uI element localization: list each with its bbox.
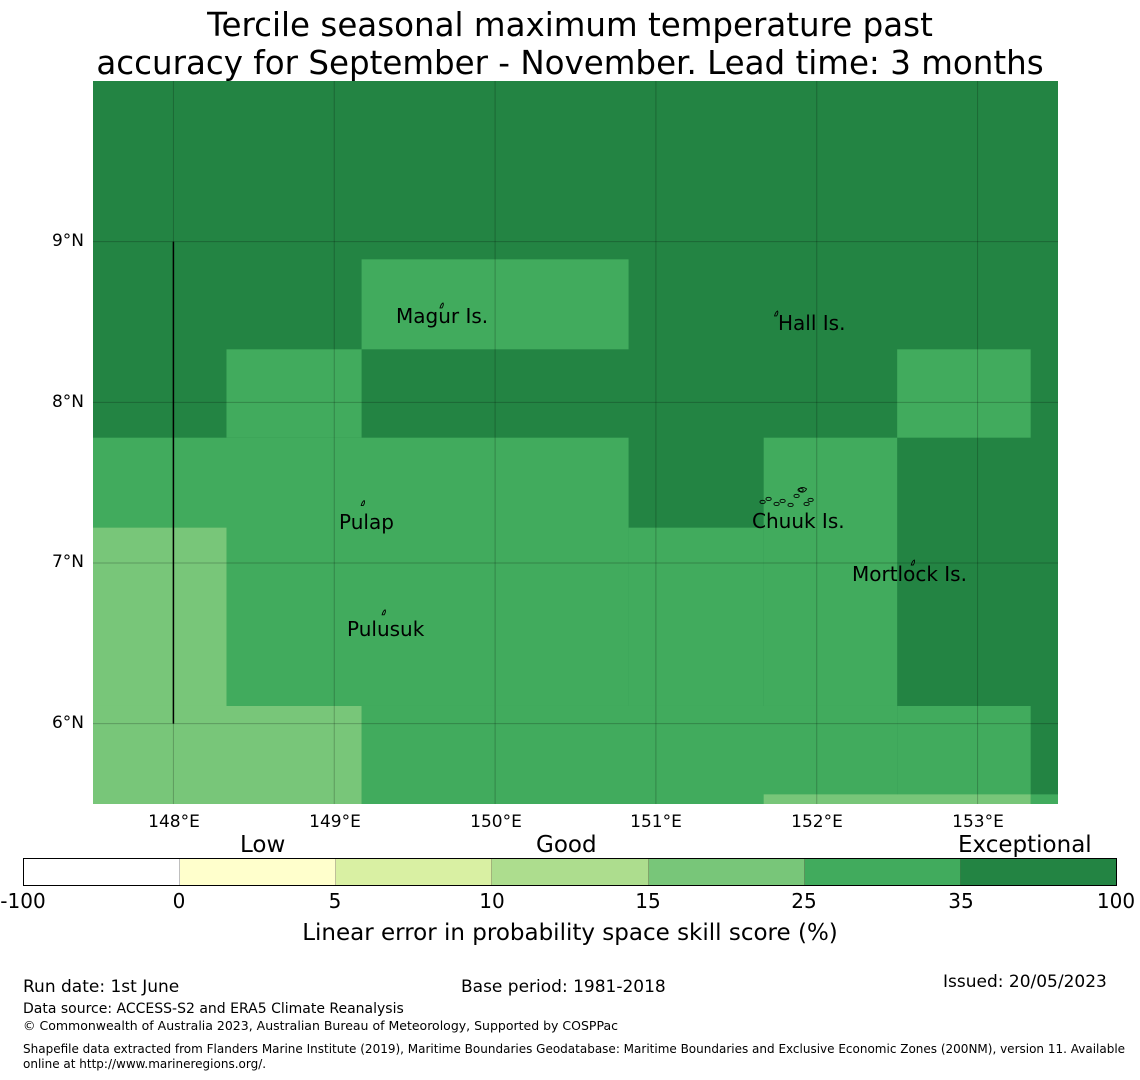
colorbar-label: Linear error in probability space skill … xyxy=(302,920,838,946)
colorbar-tick: 25 xyxy=(791,889,817,913)
lon-label-149e: 149°E xyxy=(309,812,361,832)
island-outline xyxy=(360,499,365,507)
colorbar-segment-5 xyxy=(648,859,805,885)
skill-cell-9 xyxy=(1030,794,1058,804)
colorbar-category-good: Good xyxy=(536,832,597,858)
skill-cell-12 xyxy=(763,794,1031,804)
run-date: Run date: 1st June xyxy=(23,977,180,997)
skill-cell-8 xyxy=(897,705,1031,804)
skill-cell-3 xyxy=(897,349,1031,438)
skill-cell-5 xyxy=(628,527,764,706)
map-canvas[interactable] xyxy=(93,81,1058,804)
lat-label-8n: 8°N xyxy=(51,392,84,412)
colorbar-tick: -100 xyxy=(0,889,46,913)
island-outline xyxy=(910,559,916,566)
lon-label-151e: 151°E xyxy=(630,812,682,832)
lon-label-150e: 150°E xyxy=(470,812,522,832)
skill-cell-6 xyxy=(763,437,898,706)
lon-label-153e: 153°E xyxy=(952,812,1004,832)
colorbar-segment-3 xyxy=(336,859,493,885)
colorbar-tick: 10 xyxy=(479,889,505,913)
skill-cell-7 xyxy=(361,705,898,804)
place-label-hall: Hall Is. xyxy=(778,311,846,335)
colorbar-tick: 5 xyxy=(328,889,342,913)
lat-label-7n: 7°N xyxy=(51,552,84,572)
data-source: Data source: ACCESS-S2 and ERA5 Climate … xyxy=(23,1001,404,1017)
skill-cell-10 xyxy=(93,527,227,706)
colorbar xyxy=(23,858,1117,886)
lon-label-152e: 152°E xyxy=(791,812,843,832)
map-panel[interactable] xyxy=(93,81,1058,804)
skill-cell-11 xyxy=(93,705,362,804)
shapefile-credit-line-2: online at http://www.marineregions.org/. xyxy=(23,1057,267,1071)
colorbar-tick: 15 xyxy=(635,889,661,913)
island-outline-chuuk xyxy=(779,498,786,503)
title-line-2: accuracy for September - November. Lead … xyxy=(96,44,1044,82)
place-label-magur: Magur Is. xyxy=(396,304,489,328)
island-outline-chuuk xyxy=(807,497,814,502)
colorbar-segment-2 xyxy=(180,859,337,885)
place-label-pulap: Pulap xyxy=(339,510,394,534)
lon-label-148e: 148°E xyxy=(148,812,200,832)
island-outline-chuuk xyxy=(787,502,794,507)
skill-cell-1 xyxy=(361,259,629,350)
lat-label-6n: 6°N xyxy=(51,713,84,733)
island-outline xyxy=(439,302,444,309)
island-outline-chuuk xyxy=(765,496,772,501)
colorbar-segment-4 xyxy=(492,859,649,885)
colorbar-category-low: Low xyxy=(240,832,286,858)
island-outline-chuuk xyxy=(803,501,810,506)
base-period: Base period: 1981-2018 xyxy=(461,977,666,997)
colorbar-tick: 0 xyxy=(172,889,186,913)
colorbar-segment-6 xyxy=(804,859,961,885)
island-outline-chuuk xyxy=(797,486,808,493)
island-outline-chuuk xyxy=(773,501,780,506)
lat-label-9n: 9°N xyxy=(51,231,84,251)
shapefile-credit-line-1: Shapefile data extracted from Flanders M… xyxy=(23,1042,1126,1056)
colorbar-segment-1 xyxy=(24,859,181,885)
colorbar-segment-7 xyxy=(960,859,1116,885)
island-outline xyxy=(773,310,779,317)
place-label-pulusuk: Pulusuk xyxy=(347,617,425,641)
island-outline xyxy=(381,609,386,616)
copyright-notice: © Commonwealth of Australia 2023, Austra… xyxy=(23,1018,618,1033)
place-label-mortlock: Mortlock Is. xyxy=(852,562,967,586)
colorbar-category-exceptional: Exceptional xyxy=(958,832,1092,858)
island-outline-chuuk xyxy=(793,493,800,498)
issued-date: Issued: 20/05/2023 xyxy=(943,972,1107,992)
title-line-1: Tercile seasonal maximum temperature pas… xyxy=(207,6,933,44)
island-outline-chuuk xyxy=(759,499,766,504)
skill-cell-2 xyxy=(226,349,362,438)
map-title: Tercile seasonal maximum temperature pas… xyxy=(0,6,1140,82)
colorbar-tick: 35 xyxy=(948,889,974,913)
colorbar-tick: 100 xyxy=(1096,889,1136,913)
place-label-chuuk: Chuuk Is. xyxy=(752,509,845,533)
